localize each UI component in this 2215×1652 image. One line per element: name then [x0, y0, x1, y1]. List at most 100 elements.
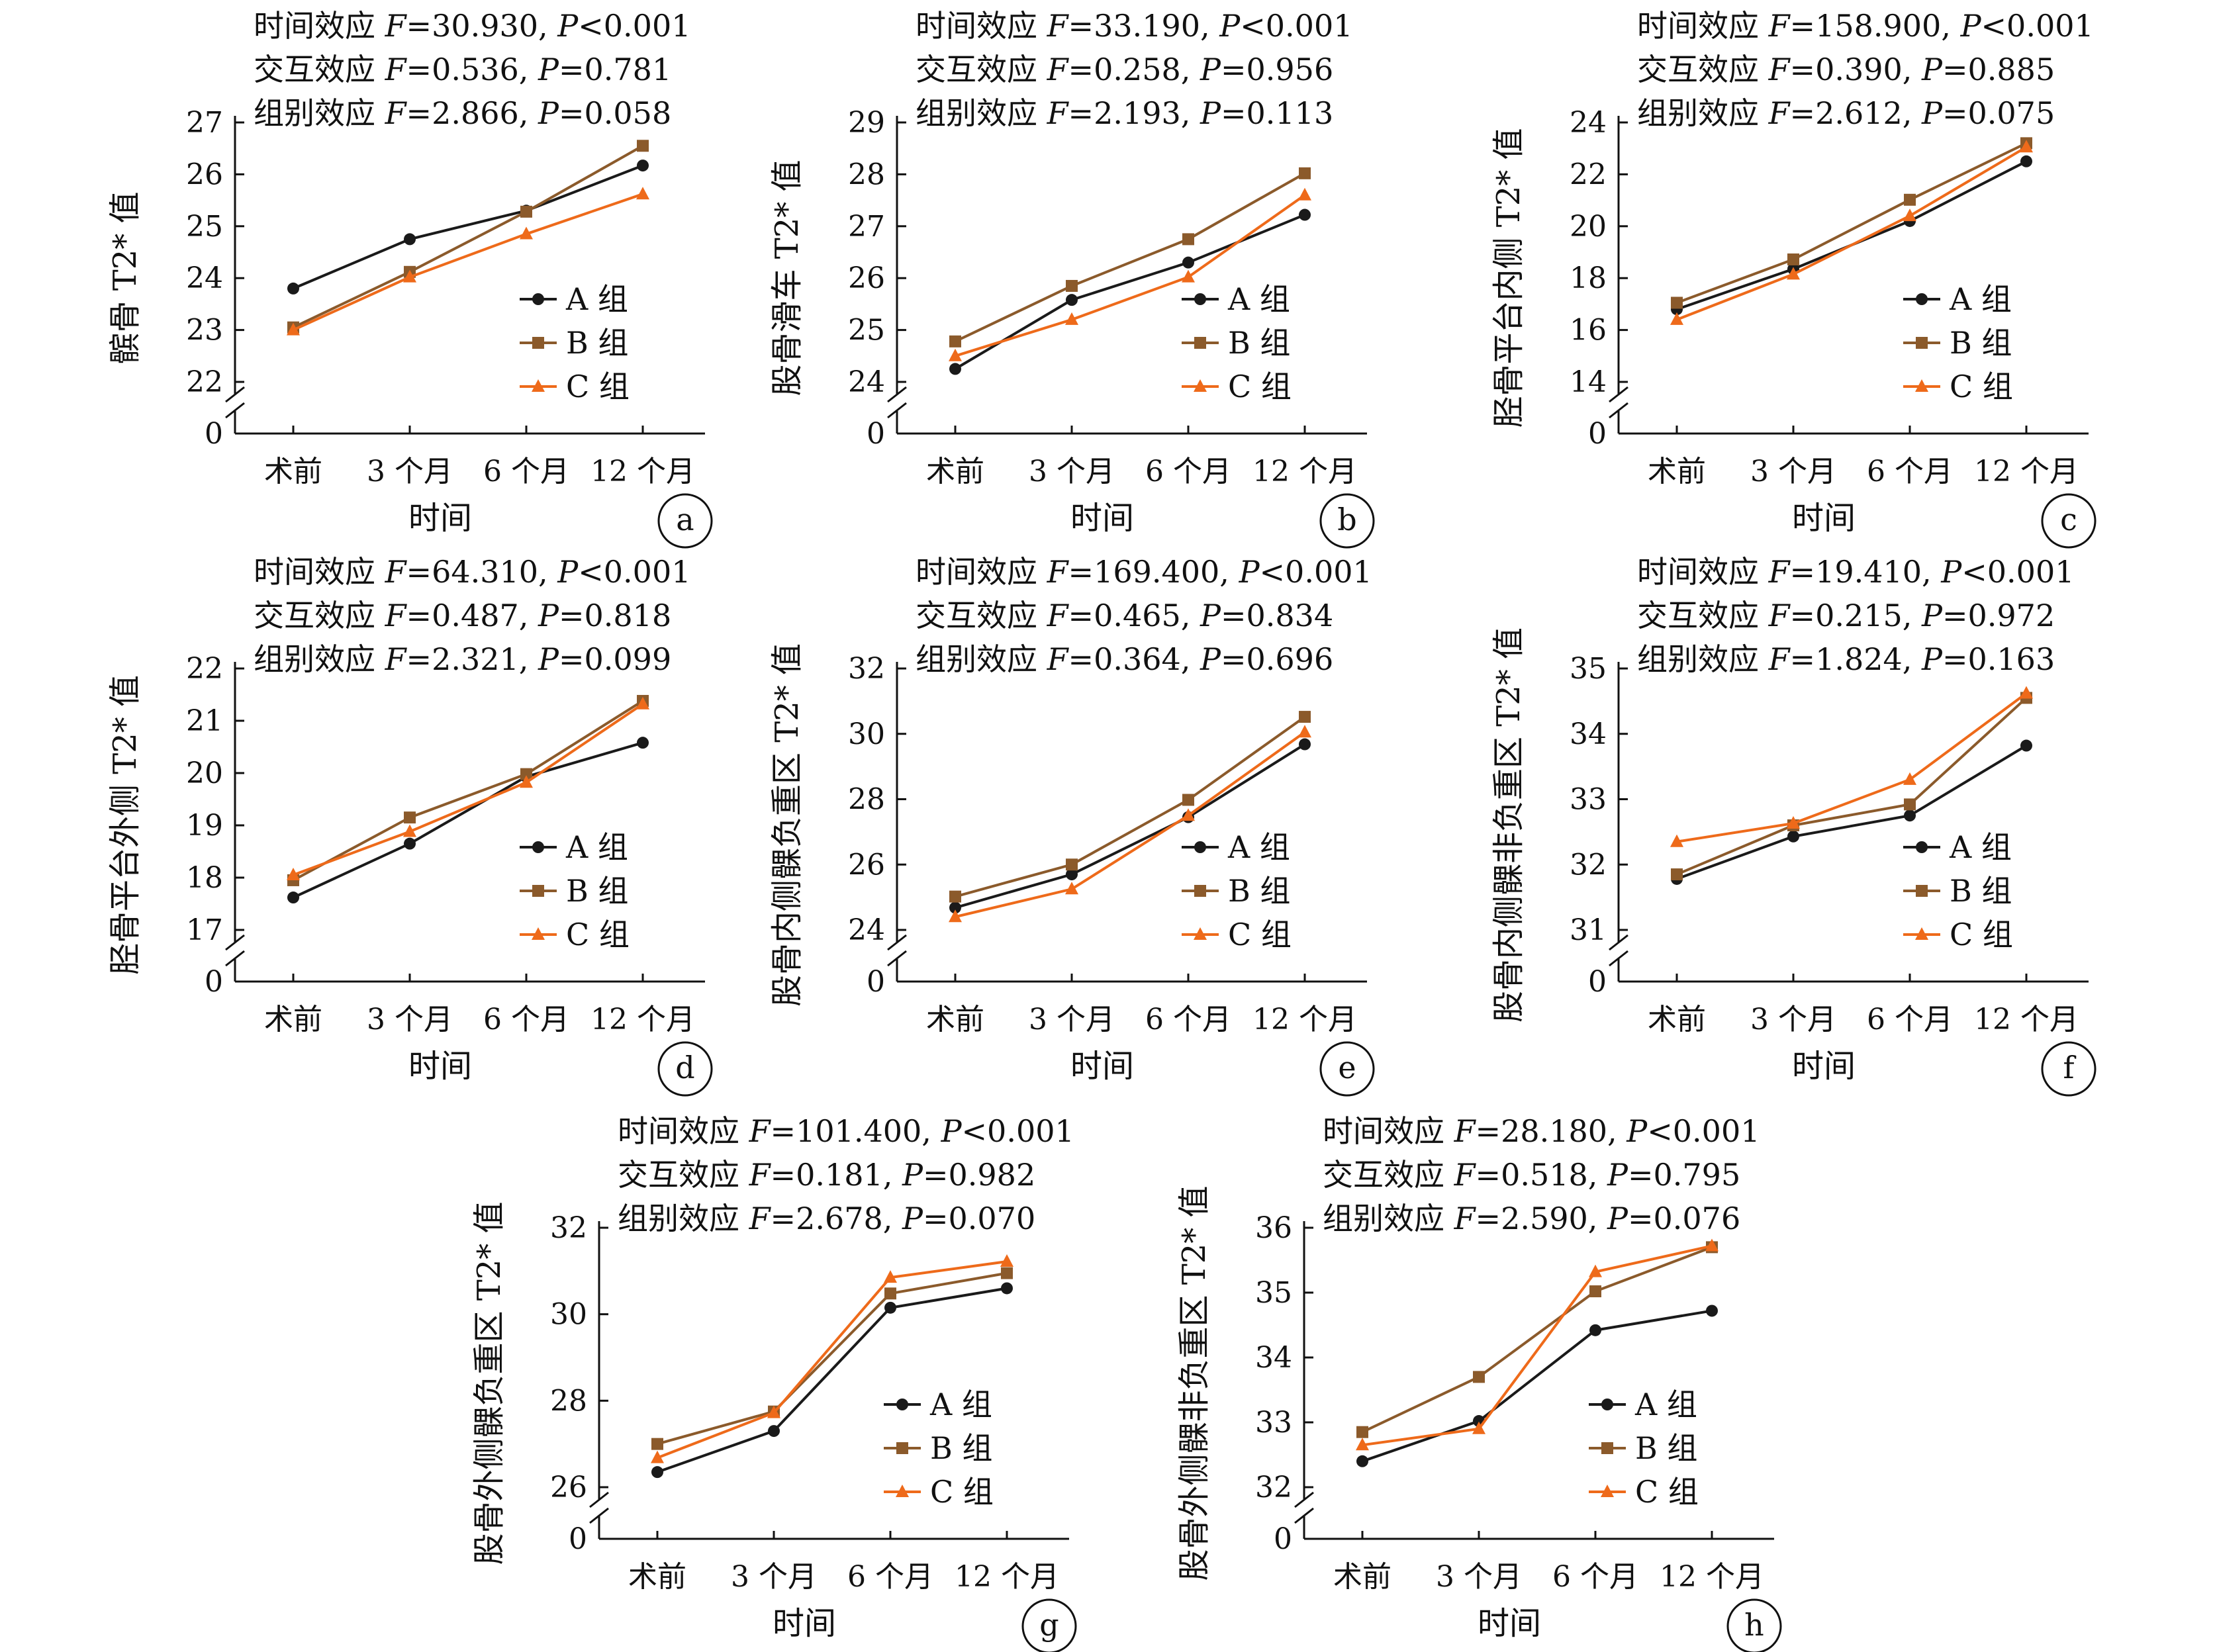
y-tick-label: 0	[1274, 1522, 1292, 1556]
series-line-2	[657, 1271, 1008, 1446]
legend-marker-triangle	[532, 379, 545, 392]
data-point-square	[1671, 868, 1683, 881]
legend-marker-circle	[1916, 293, 1928, 305]
data-point-circle	[1182, 256, 1194, 269]
stat-interaction-effect: 交互效应 F=0.181, P=0.982	[618, 1157, 1035, 1193]
legend-label: C 组	[930, 1474, 994, 1510]
legend-marker-circle	[532, 841, 544, 853]
data-point-square	[884, 1287, 896, 1300]
stat-interaction-effect: 交互效应 F=0.518, P=0.795	[1323, 1157, 1740, 1193]
data-point-triangle	[1903, 208, 1916, 222]
y-axis-title: 股骨滑车 T2* 值	[769, 160, 806, 396]
legend-marker-square	[1194, 337, 1206, 349]
series-line-3	[955, 194, 1306, 357]
data-point-triangle	[1705, 1238, 1719, 1252]
data-point-triangle	[2020, 140, 2033, 153]
series-line-3	[1362, 1244, 1713, 1447]
data-point-square	[949, 335, 961, 347]
data-point-circle	[637, 160, 649, 172]
data-point-circle	[949, 363, 961, 375]
y-tick-label: 28	[848, 158, 885, 191]
data-point-triangle	[287, 322, 300, 336]
stat-interaction-effect: 交互效应 F=0.536, P=0.781	[254, 52, 671, 87]
axis-break-mark	[1609, 934, 1628, 951]
y-axis-title: 股骨内侧髁非负重区 T2* 值	[1490, 627, 1527, 1023]
x-tick-label: 术前	[1333, 1560, 1391, 1594]
y-tick-label: 32	[550, 1211, 587, 1245]
panel-letter: d	[675, 1050, 694, 1085]
legend-label: C 组	[1635, 1474, 1699, 1510]
y-tick-label: 0	[1588, 417, 1607, 451]
data-point-square	[1473, 1371, 1485, 1383]
y-tick-label: 31	[1570, 913, 1607, 947]
data-point-triangle	[287, 868, 300, 881]
x-tick-label: 6 个月	[847, 1560, 933, 1594]
x-tick-label: 术前	[264, 1003, 322, 1036]
x-tick-label: 3 个月	[1750, 1003, 1836, 1036]
y-tick-label: 32	[848, 652, 885, 686]
data-point-circle	[404, 233, 416, 246]
panel-e: 时间效应 F=169.400, P<0.001 交互效应 F=0.465, P=0…	[769, 554, 1375, 1097]
axis-break-mark	[1609, 950, 1628, 967]
series-line-1	[657, 1287, 1008, 1474]
data-point-circle	[287, 892, 299, 904]
stat-time-effect: 时间效应 F=30.930, P<0.001	[254, 8, 690, 44]
x-axis-title: 时间	[1070, 500, 1134, 537]
y-tick-label: 25	[848, 314, 885, 347]
panel-letter: a	[676, 502, 694, 537]
y-tick-label: 34	[1255, 1341, 1292, 1375]
data-point-triangle	[1670, 834, 1683, 847]
data-point-triangle	[2020, 686, 2033, 699]
legend-marker-square	[1916, 337, 1928, 349]
panel-letter: e	[1338, 1050, 1356, 1085]
y-tick-label: 28	[848, 783, 885, 817]
y-tick-label: 14	[1570, 365, 1607, 399]
y-axis-title: 胫骨平台内侧 T2* 值	[1490, 128, 1527, 428]
x-axis-title: 时间	[1792, 1048, 1856, 1085]
y-tick-label: 33	[1255, 1406, 1292, 1440]
series-line-3	[293, 193, 643, 332]
axis-break-mark	[225, 386, 245, 403]
data-point-square	[651, 1438, 663, 1450]
data-point-circle	[1066, 868, 1078, 881]
legend-marker-circle	[532, 293, 544, 305]
panel-letter: g	[1039, 1607, 1059, 1643]
data-point-square	[949, 890, 961, 903]
legend-marker-triangle	[1194, 379, 1207, 392]
data-point-square	[1066, 858, 1078, 871]
panel-letter-badge	[2041, 493, 2097, 549]
x-tick-label: 6 个月	[1867, 1003, 1953, 1036]
x-tick-label: 6 个月	[483, 1003, 569, 1036]
y-tick-label: 32	[1570, 848, 1607, 882]
data-point-square	[1001, 1267, 1013, 1279]
x-tick-label: 6 个月	[1552, 1560, 1638, 1594]
data-point-circle	[1066, 294, 1078, 306]
y-tick-label: 27	[186, 106, 223, 140]
legend-marker-square	[532, 337, 544, 349]
data-point-triangle	[1182, 808, 1195, 821]
axis-break-mark	[1609, 386, 1628, 403]
x-axis-title: 时间	[773, 1605, 836, 1642]
legend-label: C 组	[1950, 917, 2013, 952]
data-point-circle	[404, 837, 416, 850]
data-point-square	[404, 811, 416, 824]
x-tick-label: 术前	[1648, 1003, 1706, 1036]
stat-group-effect: 组别效应 F=2.193, P=0.113	[916, 95, 1333, 131]
series-line-2	[1676, 142, 2027, 304]
x-tick-label: 术前	[926, 1003, 984, 1036]
legend-marker-triangle	[896, 1485, 909, 1497]
data-point-square	[1299, 167, 1311, 179]
legend-marker-square	[1194, 885, 1206, 897]
panel-letter-badge	[1319, 493, 1375, 549]
axis-break-mark	[589, 1491, 609, 1508]
data-point-triangle	[636, 187, 649, 200]
axis-break-mark	[887, 402, 907, 419]
y-tick-label: 26	[848, 848, 885, 882]
legend-marker-triangle	[532, 927, 545, 940]
stat-time-effect: 时间效应 F=28.180, P<0.001	[1323, 1113, 1760, 1149]
y-tick-label: 33	[1570, 783, 1607, 817]
panel-letter-badge	[657, 493, 713, 549]
panel-b: 时间效应 F=33.190, P<0.001 交互效应 F=0.258, P=0.…	[769, 8, 1375, 549]
data-point-square	[520, 768, 532, 780]
